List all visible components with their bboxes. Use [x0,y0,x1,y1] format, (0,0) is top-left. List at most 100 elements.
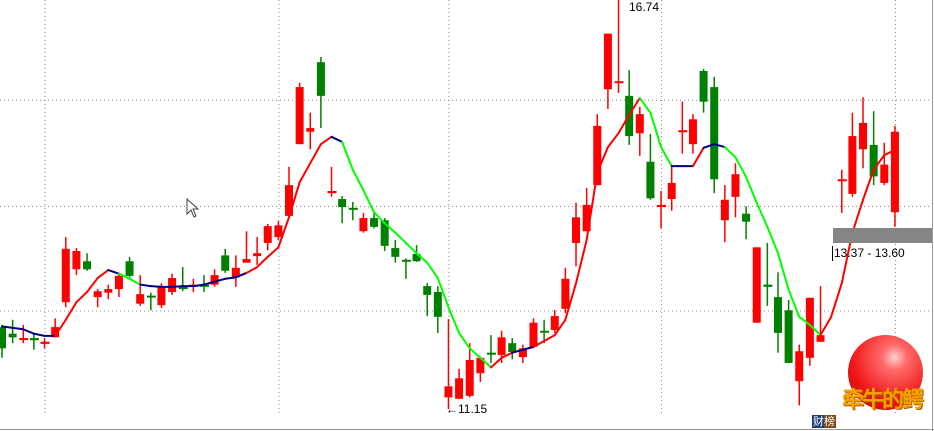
moving-average-segment [394,231,407,244]
candle-body [710,87,719,180]
moving-average-segment [575,239,588,285]
candle-body [667,182,676,200]
candle-body [423,286,432,295]
moving-average-segment [521,345,535,351]
moving-average-segment [117,272,131,280]
candle-body [327,190,337,194]
candle-body [338,199,347,208]
moving-average-segment [86,277,99,293]
moving-average-segment [96,269,110,280]
mouse-cursor-icon [186,198,200,218]
moving-average-segment [22,328,35,335]
moving-average-segment [564,282,578,321]
candle-body [51,327,60,338]
moving-average-segment [628,97,641,116]
moving-average-segment [713,143,726,149]
candle-body [8,333,17,338]
moving-average-segment [872,154,886,171]
moving-average-segment [213,277,227,283]
moving-average-segment [404,241,418,255]
moving-average-segment [489,356,503,369]
moving-average-segment [745,176,758,204]
price-range-band [833,228,932,243]
watermark-logo-text: 牵牛的鳄 [842,388,924,413]
candle-body [816,335,825,342]
candle-body [136,294,145,304]
moving-average-segment [649,111,663,149]
moving-average-segment [787,288,801,318]
moving-average-segment [139,283,152,288]
moving-average-segment [447,306,461,334]
moving-average-segment [723,146,737,159]
candle-body [455,378,464,399]
moving-average-segment [851,198,865,234]
candle-body [699,70,708,102]
candle-body [720,199,729,221]
moving-average-segment [266,246,280,258]
candle-body [61,248,70,303]
moving-average-segment [660,146,673,168]
candle-body [19,338,29,341]
moving-average-segment [776,252,790,291]
moving-average-segment [288,181,301,219]
candle-body [614,81,624,84]
moving-average-segment [298,162,312,184]
moving-average-segment [341,140,354,171]
moving-average-segment [351,168,365,192]
candle-body [221,255,230,271]
moving-average-segment [830,282,843,318]
moving-average-segment [596,146,609,174]
candle-body [114,275,123,290]
moving-average-segment [128,277,142,286]
candle-body [688,119,697,145]
moving-average-segment [691,146,705,168]
moving-average-segment [256,255,269,269]
candle-body [497,337,506,355]
moving-average-segment [819,315,833,337]
moving-average-segment [277,216,291,249]
candle-body [157,286,166,306]
moving-average-segment [617,113,631,135]
candle-body [657,204,667,208]
moving-average-segment [330,135,344,143]
moving-average-segment [192,283,205,288]
candle-body [678,130,688,133]
candle-body [306,128,315,132]
moving-average-segment [798,315,811,326]
candle-body [635,114,644,134]
moving-average-segment [862,168,875,201]
candle-body [242,259,251,263]
candle-body [231,267,240,278]
candle-body [263,226,272,243]
candle-body [412,253,421,262]
moving-average-segment [606,132,620,149]
candle-body [285,185,294,216]
moving-average-segment [54,318,67,337]
candle-body [518,348,527,358]
moving-average-segment [202,280,216,286]
moving-average-segment [362,189,376,214]
moving-average-segment [511,348,524,354]
moving-average-segment [171,285,184,288]
candle-body [752,247,761,323]
candle-body [125,261,134,276]
moving-average-segment [234,271,248,279]
candle-body [561,278,570,309]
moving-average-segment [766,225,779,255]
moving-average-segment [436,277,450,309]
moving-average-segment [468,347,482,359]
candle-body [795,351,804,382]
candle-body [646,161,655,199]
candle-body [391,248,400,257]
range-label: 13.37 - 13.60 [832,246,905,261]
low-price-label: ←11.15 [446,402,488,416]
candle-body [508,343,517,352]
candle-body [869,144,878,177]
caibang-badge[interactable]: 财榜 [812,415,836,428]
candle-body [742,213,751,222]
candle-body [433,291,442,317]
moving-average-segment [149,285,163,288]
candle-body [83,261,92,270]
moving-average-segment [808,323,822,337]
